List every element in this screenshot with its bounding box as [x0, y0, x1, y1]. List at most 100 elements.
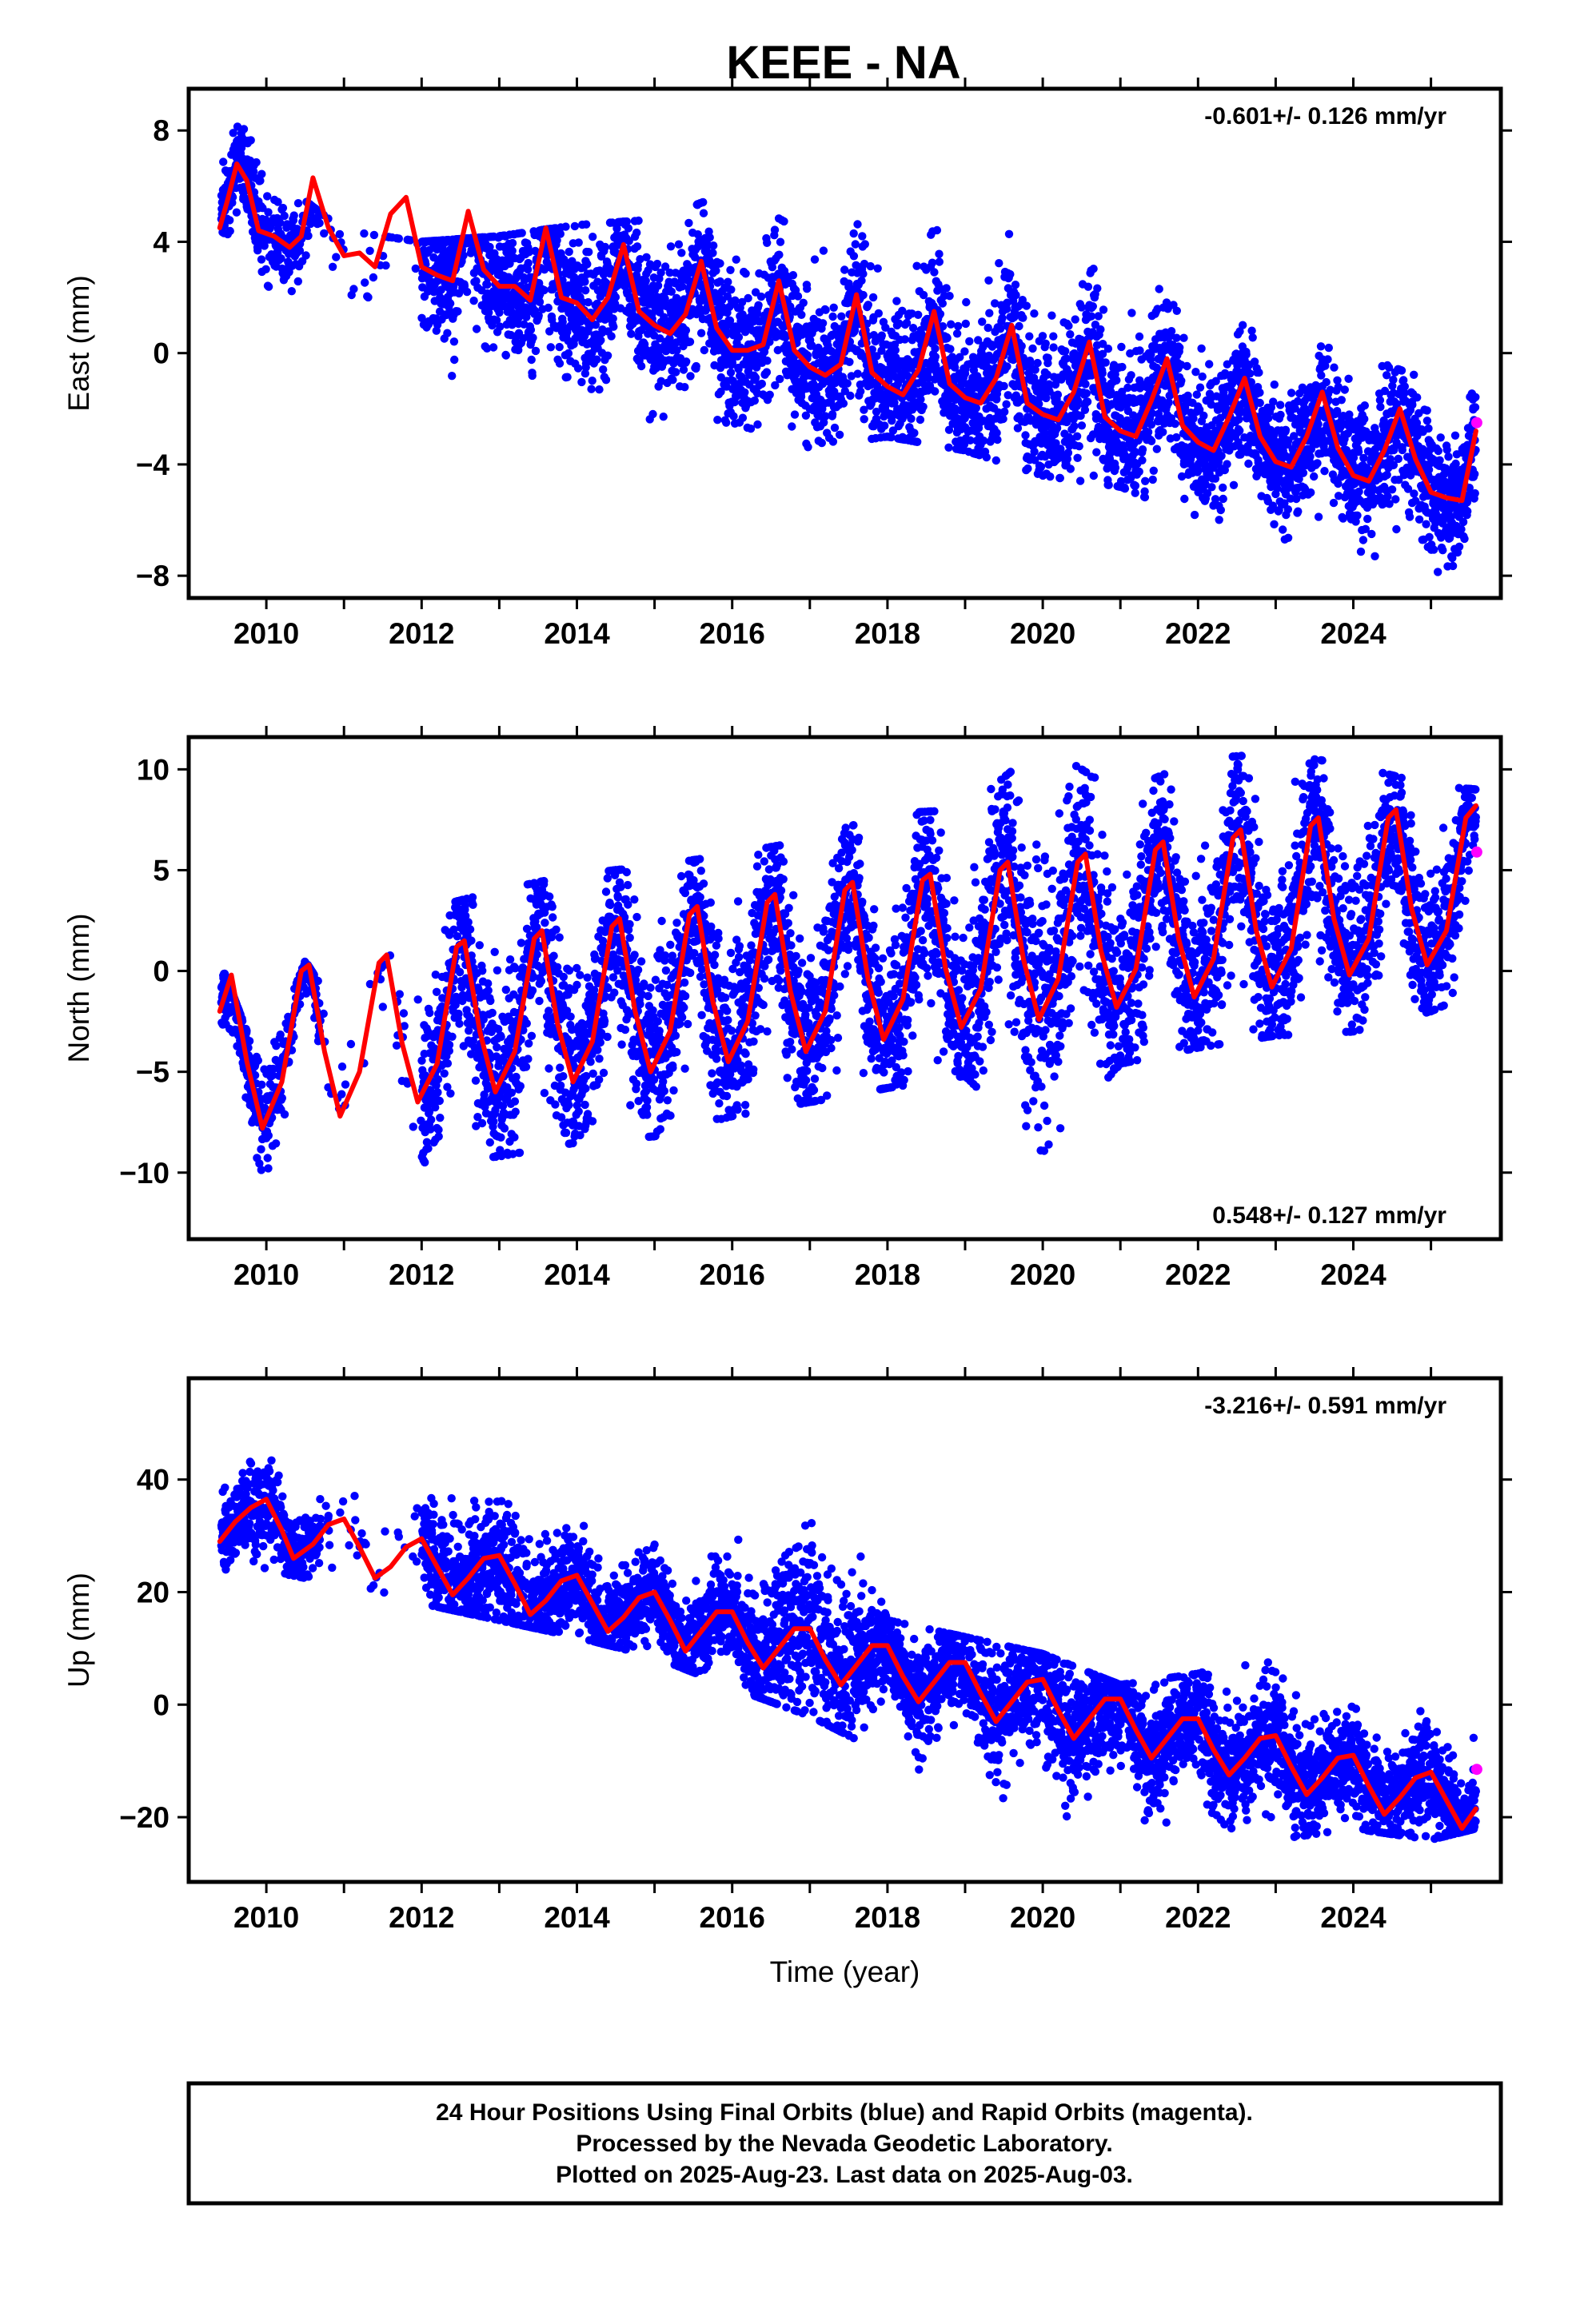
east-data-point	[1140, 492, 1150, 502]
east-data-point	[636, 361, 646, 371]
east-data-point	[1053, 390, 1063, 399]
east-data-point	[1061, 347, 1070, 356]
east-data-point	[672, 346, 681, 355]
east-data-point	[1363, 514, 1372, 524]
east-data-point	[1172, 333, 1181, 342]
east-data-point	[828, 312, 837, 321]
east-data-point	[489, 343, 498, 352]
east-data-point	[483, 280, 492, 289]
east-data-point	[332, 253, 341, 261]
east-data-point	[611, 293, 620, 301]
east-data-point	[1255, 388, 1264, 397]
east-data-point	[872, 352, 881, 361]
east-data-point	[1075, 476, 1085, 485]
east-data-point	[600, 242, 610, 252]
east-data-point	[1172, 433, 1181, 442]
east-data-point	[1383, 492, 1392, 501]
east-data-point	[1118, 362, 1127, 372]
east-data-point	[295, 246, 305, 255]
east-data-point	[1064, 321, 1073, 330]
east-data-point	[1255, 398, 1264, 408]
east-data-point	[584, 297, 592, 307]
east-data-point	[263, 192, 272, 201]
east-data-point	[622, 217, 631, 226]
east-data-point	[360, 229, 369, 238]
east-data-point	[472, 277, 481, 285]
east-data-point	[713, 416, 722, 425]
east-data-point	[603, 351, 612, 360]
east-data-point	[681, 326, 691, 335]
east-data-point	[1075, 442, 1083, 451]
east-data-point	[908, 324, 918, 333]
east-data-point	[540, 285, 549, 295]
east-data-point	[912, 261, 921, 270]
east-data-point	[599, 365, 608, 374]
east-data-point	[608, 218, 616, 227]
east-data-point	[1046, 472, 1055, 481]
east-data-point	[394, 234, 403, 243]
east-data-point	[1192, 390, 1202, 399]
east-data-point	[582, 220, 591, 229]
east-data-point	[1320, 467, 1329, 476]
east-data-point	[851, 240, 860, 249]
east-data-point	[960, 347, 969, 356]
east-data-point	[864, 301, 873, 309]
east-data-point	[1389, 375, 1398, 385]
east-data-point	[570, 221, 580, 231]
east-data-point	[696, 329, 706, 337]
east-data-point	[544, 303, 553, 313]
east-data-point	[653, 281, 663, 290]
east-data-point	[849, 229, 858, 238]
east-data-point	[1072, 432, 1082, 440]
east-data-point	[762, 368, 772, 377]
east-data-point	[1011, 281, 1020, 289]
east-data-point	[860, 405, 868, 414]
east-data-point	[679, 365, 688, 374]
east-data-point	[1103, 345, 1113, 353]
east-data-point	[1359, 536, 1368, 544]
east-data-point	[273, 197, 282, 206]
east-data-point	[581, 369, 590, 378]
east-data-point	[459, 251, 468, 260]
east-data-point	[763, 357, 772, 365]
east-data-point	[535, 297, 545, 306]
east-data-point	[239, 125, 249, 134]
east-data-point	[1235, 426, 1244, 435]
east-data-point	[528, 371, 537, 381]
east-data-point	[252, 157, 261, 167]
east-data-point	[1219, 494, 1227, 504]
east-data-point	[672, 368, 680, 377]
east-data-point	[684, 218, 693, 228]
east-data-point	[525, 248, 533, 257]
east-data-point	[1330, 363, 1339, 372]
east-data-point	[264, 282, 273, 291]
east-data-point	[1371, 552, 1379, 560]
east-data-point	[1002, 400, 1011, 409]
east-data-point	[610, 299, 620, 309]
east-data-point	[1175, 343, 1184, 352]
east-data-point	[952, 329, 962, 338]
east-data-point	[860, 240, 870, 249]
east-data-point	[1152, 444, 1162, 453]
east-data-point	[965, 337, 974, 346]
east-data-point	[1294, 507, 1303, 516]
east-data-point	[685, 337, 695, 346]
east-data-point	[837, 312, 846, 321]
east-data-point	[943, 333, 952, 343]
east-data-point	[1244, 459, 1253, 468]
east-data-point	[954, 321, 963, 331]
east-data-point	[839, 399, 848, 408]
east-data-point	[1131, 481, 1140, 490]
east-data-point	[984, 276, 993, 285]
east-data-point	[1316, 342, 1326, 351]
east-data-point	[935, 257, 944, 266]
east-data-point	[716, 387, 725, 397]
east-data-point	[753, 420, 762, 429]
east-data-point	[880, 421, 889, 430]
east-data-point	[1306, 452, 1315, 461]
east-data-point	[1047, 311, 1056, 320]
east-data-point	[1376, 402, 1385, 412]
east-data-point	[596, 292, 604, 301]
east-data-point	[448, 372, 457, 381]
